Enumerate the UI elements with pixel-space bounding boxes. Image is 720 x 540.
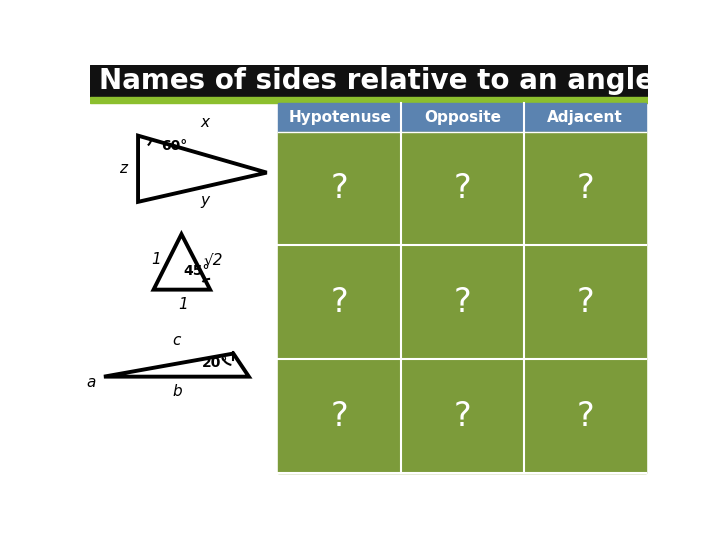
Text: 45°: 45° bbox=[184, 264, 210, 278]
Text: Names of sides relative to an angle: Names of sides relative to an angle bbox=[99, 67, 654, 95]
Text: ?: ? bbox=[576, 286, 594, 319]
Text: Adjacent: Adjacent bbox=[547, 110, 623, 125]
Bar bbox=[90, 65, 648, 97]
Text: a: a bbox=[87, 375, 96, 390]
Bar bbox=[90, 103, 279, 481]
Text: y: y bbox=[200, 193, 210, 208]
Bar bbox=[279, 246, 647, 359]
Text: ?: ? bbox=[454, 400, 472, 433]
Text: b: b bbox=[172, 384, 181, 400]
Text: ?: ? bbox=[330, 172, 348, 205]
Bar bbox=[279, 132, 647, 246]
Text: ?: ? bbox=[330, 400, 348, 433]
Bar bbox=[279, 103, 647, 132]
Text: x: x bbox=[200, 115, 210, 130]
Text: Hypotenuse: Hypotenuse bbox=[288, 110, 391, 125]
Text: c: c bbox=[173, 333, 181, 348]
Text: √2: √2 bbox=[203, 252, 222, 267]
Text: z: z bbox=[120, 161, 127, 176]
Bar bbox=[90, 97, 648, 103]
Text: 1: 1 bbox=[178, 298, 188, 312]
Bar bbox=[279, 359, 647, 473]
Text: 60°: 60° bbox=[161, 139, 187, 153]
Text: 1: 1 bbox=[150, 252, 161, 267]
Text: ?: ? bbox=[454, 172, 472, 205]
Text: Opposite: Opposite bbox=[424, 110, 501, 125]
Text: ?: ? bbox=[576, 172, 594, 205]
Text: ?: ? bbox=[330, 286, 348, 319]
Text: ?: ? bbox=[576, 400, 594, 433]
Text: 20°: 20° bbox=[202, 356, 229, 370]
Text: ?: ? bbox=[454, 286, 472, 319]
